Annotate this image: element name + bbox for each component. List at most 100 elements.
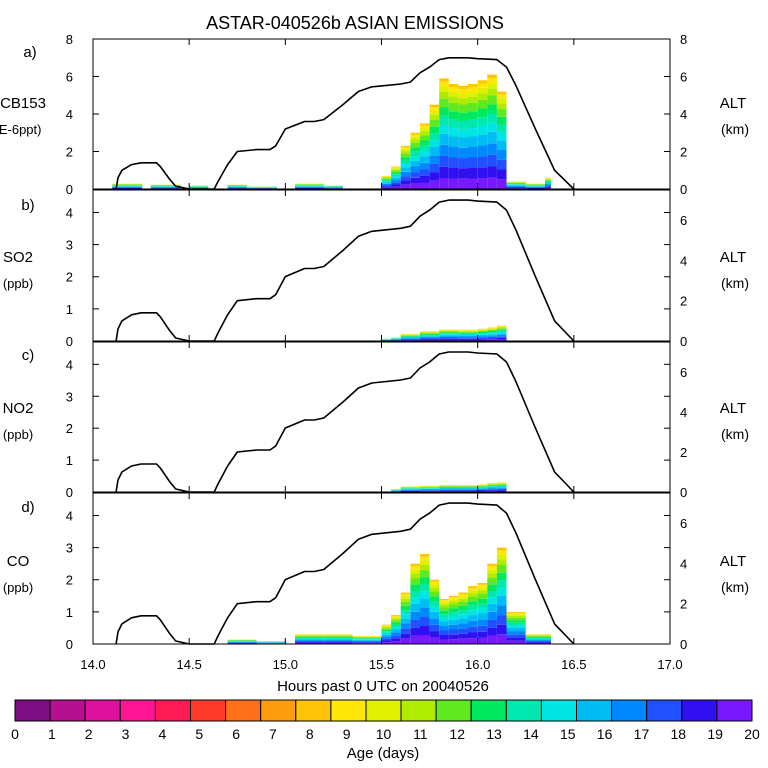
colorbar-label: Age (days)	[347, 745, 420, 762]
age-band-segment	[420, 487, 440, 489]
age-band-segment	[545, 636, 551, 637]
age-band-segment	[429, 624, 440, 632]
age-band-segment	[410, 142, 420, 148]
age-band-segment	[496, 484, 507, 485]
age-band-segment	[400, 337, 420, 339]
age-band-segment	[468, 168, 478, 179]
age-band-segment	[477, 329, 488, 331]
age-band-segment	[400, 601, 411, 606]
age-band-segment	[458, 158, 468, 169]
age-band-segment	[496, 580, 507, 589]
age-band-segment	[458, 120, 468, 130]
age-band-segment	[458, 489, 478, 490]
age-band-segment	[496, 487, 507, 489]
age-band-segment	[506, 631, 526, 635]
x-tick-label: 16.5	[561, 657, 586, 672]
x-tick-label: 17.0	[657, 657, 682, 672]
y-tick-label: 1	[66, 453, 73, 468]
age-band-segment	[410, 636, 420, 644]
age-band-segment	[496, 140, 507, 151]
age-band-segment	[295, 639, 324, 641]
age-band-segment	[420, 162, 430, 170]
age-band-segment	[487, 484, 497, 485]
age-band-segment	[400, 487, 420, 489]
age-band-segment	[439, 335, 459, 337]
age-band-segment	[545, 635, 551, 637]
age-band-segment	[420, 335, 440, 337]
age-band-segment	[477, 488, 488, 490]
age-band-segment	[420, 554, 430, 557]
alt-tick-label: 0	[680, 182, 687, 197]
age-band-segment	[429, 591, 440, 597]
age-band-segment	[487, 338, 497, 340]
age-band-segment	[496, 615, 507, 625]
age-band-segment	[420, 333, 440, 334]
colorbar-swatch	[611, 699, 648, 722]
age-band-segment	[477, 145, 488, 157]
panel-pcb153: 0 2 4 6 8 0 2 4 6 8 a) PCB153 (E-6ppt) ALT (km)	[0, 32, 749, 197]
age-band-segment	[410, 619, 420, 628]
colorbar: 0 1 2 3 4 5 6 7 8 9 10 11 12 13 14 15 16 17 18 19 20	[11, 699, 760, 742]
age-band-segment	[391, 632, 401, 636]
age-band-segment	[410, 597, 420, 604]
age-band-segment	[352, 638, 382, 639]
age-band-segment	[477, 336, 488, 338]
colorbar-tick-label: 16	[597, 726, 613, 742]
age-band-segment	[400, 147, 411, 149]
age-band-segment	[439, 338, 459, 340]
age-band-segment	[477, 80, 488, 84]
age-band-segment	[487, 334, 497, 336]
plot-frame	[92, 341, 671, 493]
age-band-segment	[429, 110, 440, 115]
age-band-segment	[227, 186, 247, 188]
age-band-segment	[545, 183, 551, 185]
y-tick-label: 4	[66, 107, 73, 122]
age-band-segment	[400, 606, 411, 611]
age-band-segment	[420, 338, 440, 340]
age-band-segment	[458, 633, 468, 639]
age-band-segment	[496, 179, 507, 190]
panels: 0 2 4 6 8 0 2 4 6 8 a) PCB153 (E-6ppt) ALT (km) 0 1 2 3 4 0 2…	[0, 32, 749, 652]
alt-units-label: (km)	[721, 426, 749, 442]
age-band-segment	[352, 642, 382, 644]
age-band-segment	[477, 331, 488, 332]
age-band-segment	[506, 622, 526, 626]
y-tick-label: 4	[66, 508, 73, 523]
age-band-segment	[400, 160, 411, 164]
units-label: (ppb)	[3, 580, 33, 595]
age-band-segment	[391, 622, 401, 625]
age-band-segment	[420, 336, 440, 338]
age-band-segment	[496, 488, 507, 490]
age-band-segment	[448, 96, 459, 103]
age-band-segment	[410, 136, 420, 140]
age-band-segment	[400, 167, 411, 172]
age-band-segment	[487, 131, 497, 144]
age-band-segment	[448, 619, 459, 625]
age-band-segment	[439, 337, 459, 339]
age-band-segment	[487, 486, 497, 487]
y-tick-label: 4	[66, 357, 73, 372]
age-band-segment	[227, 188, 247, 189]
age-band-segment	[400, 596, 411, 599]
age-band-segment	[458, 488, 478, 490]
age-band-segment	[429, 163, 440, 173]
colorbar-tick-label: 20	[744, 726, 760, 742]
age-bands	[381, 325, 507, 341]
age-band-segment	[477, 337, 488, 339]
age-band-segment	[477, 330, 488, 331]
age-band-segment	[487, 328, 497, 330]
age-band-segment	[458, 331, 478, 332]
age-band-segment	[468, 119, 478, 129]
age-band-segment	[487, 484, 497, 486]
age-band-segment	[227, 642, 257, 644]
age-band-segment	[496, 565, 507, 573]
age-band-segment	[429, 601, 440, 607]
age-band-segment	[496, 550, 507, 555]
age-band-segment	[487, 485, 497, 487]
colorbar-tick-label: 9	[343, 726, 351, 742]
age-band-segment	[545, 635, 551, 636]
age-band-segment	[227, 187, 247, 188]
alt-tick-label: 4	[680, 405, 687, 420]
age-band-segment	[545, 187, 551, 189]
age-band-segment	[391, 641, 401, 644]
